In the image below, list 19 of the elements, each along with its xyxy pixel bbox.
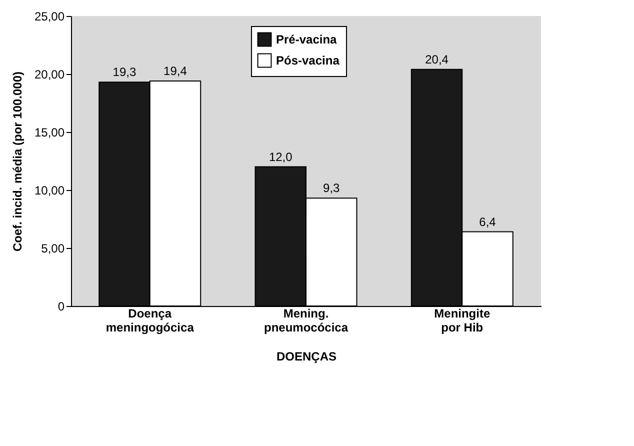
data-label: 19,3 bbox=[112, 65, 136, 80]
data-label: 20,4 bbox=[425, 52, 449, 66]
data-label: 6,4 bbox=[479, 214, 496, 229]
x-tick-label: Doença meningogócica bbox=[106, 306, 194, 334]
legend-label: Pré-vacina bbox=[276, 32, 338, 46]
y-tick-label: 10,00 bbox=[34, 184, 65, 198]
legend-label: Pós-vacina bbox=[276, 54, 340, 68]
x-axis-title: DOENÇAS bbox=[276, 350, 337, 364]
x-tick-label: Mening. pneumocócica bbox=[264, 306, 348, 334]
y-tick-label: 5,00 bbox=[41, 242, 65, 256]
y-tick-label: 0 bbox=[58, 300, 65, 314]
data-label: 12,0 bbox=[268, 150, 293, 164]
data-label: 19,4 bbox=[164, 64, 188, 78]
x-tick-label: Meningite por Hib bbox=[434, 306, 490, 334]
y-tick-label: 25,00 bbox=[34, 10, 65, 24]
y-tick-label: 15,00 bbox=[34, 126, 65, 140]
y-tick-label: 20,00 bbox=[34, 68, 65, 82]
data-label: 9,3 bbox=[323, 181, 340, 196]
y-axis-title: Coef. incid. média (por 100.000) bbox=[10, 71, 24, 252]
